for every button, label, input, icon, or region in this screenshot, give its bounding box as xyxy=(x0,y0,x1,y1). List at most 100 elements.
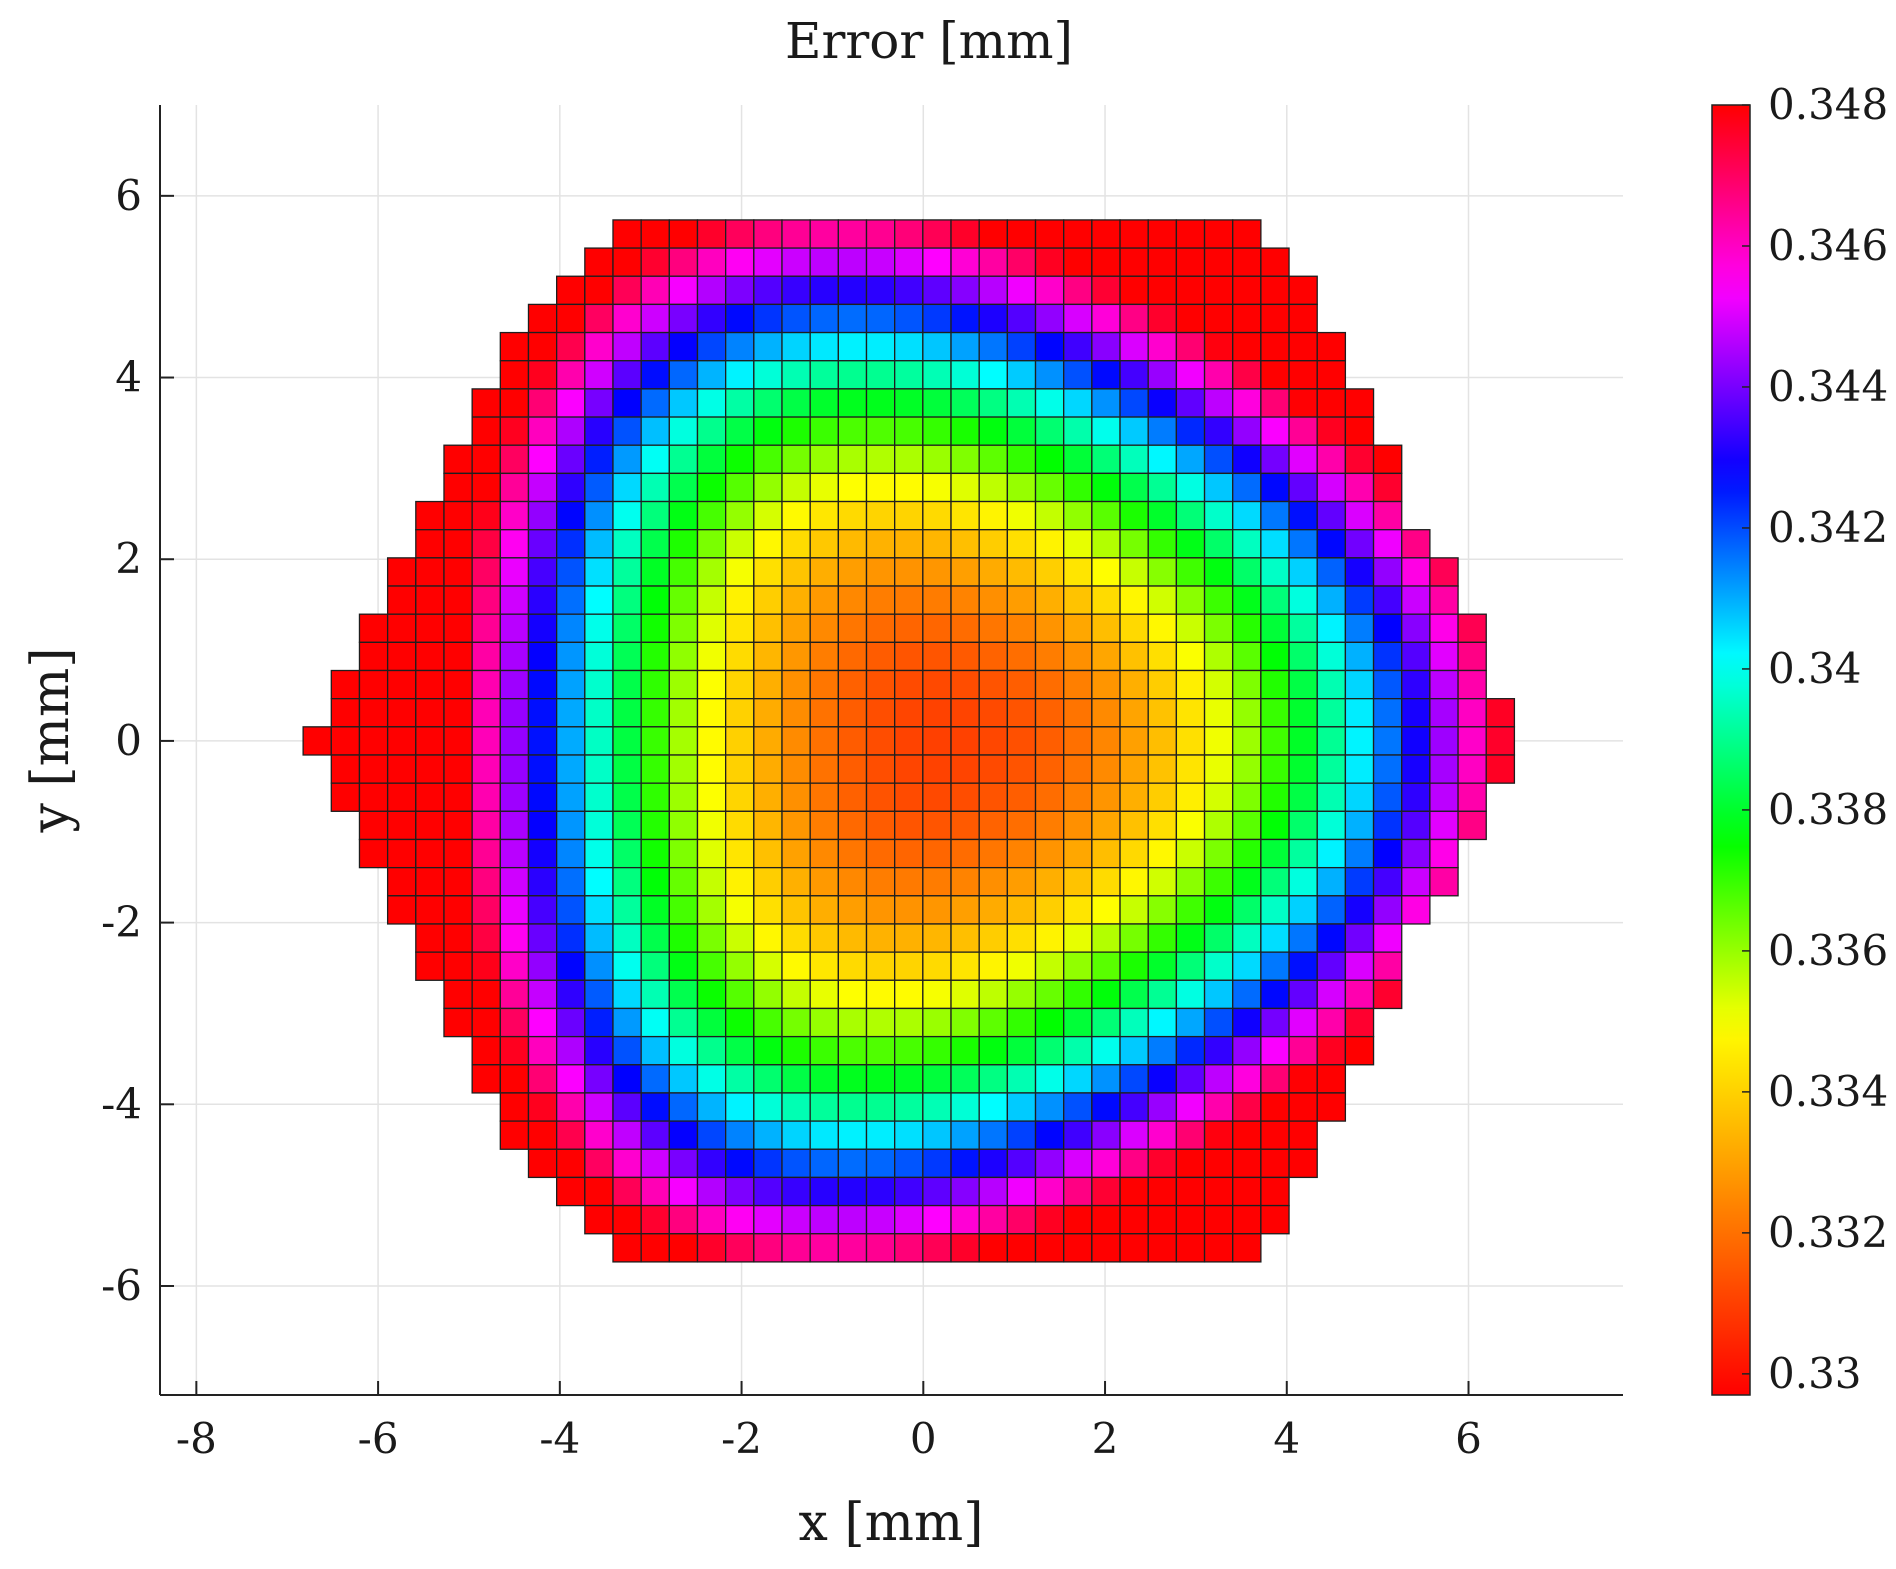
heatmap-cell xyxy=(1232,979,1262,1010)
heatmap-cell xyxy=(1063,219,1093,249)
heatmap-cell xyxy=(1260,810,1290,841)
heatmap-cell xyxy=(922,1204,952,1235)
heatmap-cell xyxy=(837,669,868,700)
heatmap-cell xyxy=(894,275,924,306)
heatmap-cell xyxy=(1316,754,1347,784)
heatmap-cell xyxy=(1063,557,1093,587)
heatmap-cell xyxy=(725,810,755,841)
heatmap-cell xyxy=(753,247,783,277)
heatmap-cell xyxy=(1091,1092,1121,1122)
heatmap-cell xyxy=(1006,1148,1037,1179)
heatmap-cell xyxy=(527,529,558,559)
heatmap-cell xyxy=(1006,838,1037,869)
heatmap-cell xyxy=(358,754,389,784)
heatmap-cell xyxy=(1063,1035,1093,1066)
heatmap-cell xyxy=(1401,613,1431,644)
heatmap-cell xyxy=(1203,1233,1234,1263)
heatmap-cell xyxy=(781,416,811,446)
heatmap-cell xyxy=(922,698,952,728)
heatmap-cell xyxy=(725,866,755,897)
heatmap-cell xyxy=(499,1092,530,1122)
heatmap-cell xyxy=(1091,444,1121,475)
heatmap-cell xyxy=(471,613,501,644)
heatmap-cell xyxy=(1175,500,1206,531)
heatmap-cell xyxy=(725,1233,755,1263)
heatmap-cell xyxy=(1147,782,1178,812)
heatmap-cell xyxy=(865,895,896,925)
heatmap-cell xyxy=(1260,416,1290,446)
heatmap-cell xyxy=(612,500,642,531)
heatmap-cell xyxy=(584,1148,614,1179)
heatmap-cell xyxy=(809,1092,839,1122)
heatmap-cell xyxy=(1034,360,1065,390)
heatmap-cell xyxy=(837,1035,868,1066)
heatmap-cell xyxy=(725,726,755,756)
heatmap-cell xyxy=(556,641,586,672)
heatmap-cell xyxy=(978,472,1009,503)
heatmap-cell xyxy=(1260,1176,1290,1207)
heatmap-cell xyxy=(499,866,530,897)
heatmap-cell xyxy=(753,557,783,587)
heatmap-cell xyxy=(781,303,811,334)
heatmap-cell xyxy=(1175,360,1206,390)
heatmap-cell xyxy=(865,754,896,784)
heatmap-cell xyxy=(1288,557,1318,587)
heatmap-cell xyxy=(837,388,868,418)
heatmap-cell xyxy=(725,951,755,981)
heatmap-cell xyxy=(1063,1007,1093,1038)
heatmap-cell xyxy=(950,641,980,672)
heatmap-cell xyxy=(865,275,896,306)
colorbar-tick-label: 0.348 xyxy=(1768,80,1888,129)
heatmap-cell xyxy=(1147,866,1178,897)
heatmap-cell xyxy=(809,951,839,981)
heatmap-cell xyxy=(443,444,473,475)
heatmap-cell xyxy=(584,275,614,306)
heatmap-cell xyxy=(809,1007,839,1038)
heatmap-cell xyxy=(330,669,361,700)
heatmap-cell xyxy=(584,1176,614,1207)
heatmap-cell xyxy=(1063,1064,1093,1094)
heatmap-cell xyxy=(950,1064,980,1094)
heatmap-cell xyxy=(1006,669,1037,700)
heatmap-cell xyxy=(584,557,614,587)
heatmap-cell xyxy=(443,838,473,869)
heatmap-cell xyxy=(1091,275,1121,306)
heatmap-cell xyxy=(330,698,361,728)
heatmap-cell xyxy=(1203,866,1234,897)
heatmap-cell xyxy=(725,360,755,390)
heatmap-cell xyxy=(725,388,755,418)
heatmap-cell xyxy=(1006,472,1037,503)
heatmap-cell xyxy=(809,557,839,587)
heatmap-cell xyxy=(612,360,642,390)
heatmap-cell xyxy=(1147,275,1178,306)
heatmap-cell xyxy=(1119,1233,1149,1263)
heatmap-cell xyxy=(499,613,530,644)
heatmap-cell xyxy=(1175,895,1206,925)
heatmap-cell xyxy=(1091,1233,1121,1263)
heatmap-cell xyxy=(809,1148,839,1179)
heatmap-cell xyxy=(950,895,980,925)
heatmap-cell xyxy=(443,669,473,700)
heatmap-cell xyxy=(584,247,614,277)
heatmap-cell xyxy=(1091,613,1121,644)
heatmap-cell xyxy=(1429,838,1459,869)
heatmap-cell xyxy=(499,782,530,812)
heatmap-cell xyxy=(809,275,839,306)
heatmap-cell xyxy=(471,979,501,1010)
heatmap-cell xyxy=(1203,1035,1234,1066)
heatmap-cell xyxy=(1175,1064,1206,1094)
heatmap-cell xyxy=(1063,1092,1093,1122)
heatmap-cell xyxy=(1344,669,1375,700)
heatmap-cell xyxy=(1372,923,1403,953)
heatmap-cell xyxy=(1232,754,1262,784)
heatmap-cell xyxy=(556,838,586,869)
heatmap-cell xyxy=(865,951,896,981)
heatmap-cell xyxy=(950,1092,980,1122)
heatmap-cell xyxy=(1034,895,1065,925)
heatmap-cell xyxy=(415,838,445,869)
heatmap-cell xyxy=(612,247,642,277)
heatmap-cell xyxy=(640,1120,670,1150)
heatmap-cell xyxy=(1063,1204,1093,1235)
heatmap-cell xyxy=(443,782,473,812)
heatmap-cell xyxy=(922,782,952,812)
